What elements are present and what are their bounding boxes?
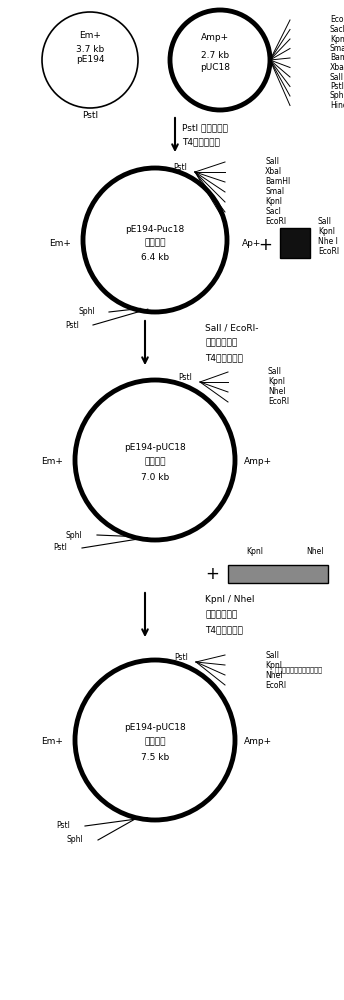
Bar: [280, 228, 310, 258]
Text: PstI: PstI: [56, 822, 70, 830]
Text: XbaI: XbaI: [265, 167, 282, 176]
Text: SphI: SphI: [330, 92, 344, 101]
Text: EcoRI: EcoRI: [318, 247, 339, 256]
Text: SmaI: SmaI: [265, 188, 284, 196]
Text: SacI: SacI: [265, 208, 281, 217]
Bar: [228, 565, 328, 583]
Text: 双酶切，回收: 双酶切，回收: [205, 610, 237, 619]
Text: KpnI: KpnI: [318, 228, 335, 236]
Text: 人溶菌酶与牛乳铁蛋白基因: 人溶菌酶与牛乳铁蛋白基因: [275, 667, 323, 673]
Text: 6.4 kb: 6.4 kb: [141, 253, 169, 262]
Text: KpnI / NheI: KpnI / NheI: [205, 595, 255, 604]
Text: Amp+: Amp+: [201, 33, 229, 42]
Text: PstI 酶切，回收: PstI 酶切，回收: [182, 123, 228, 132]
Text: PstI: PstI: [173, 162, 187, 172]
Text: Nhe I: Nhe I: [318, 237, 338, 246]
Text: KpnI: KpnI: [330, 34, 344, 43]
Text: KpnI: KpnI: [247, 548, 264, 556]
Text: T4连接酶连接: T4连接酶连接: [205, 354, 243, 362]
Text: Em+: Em+: [49, 238, 71, 247]
Text: pE194-pUC18: pE194-pUC18: [124, 724, 186, 732]
Text: 穿梭质粒: 穿梭质粒: [144, 238, 166, 247]
Text: SalI: SalI: [265, 157, 279, 166]
Text: EcoRI: EcoRI: [265, 680, 286, 690]
Text: SalI: SalI: [318, 218, 332, 227]
Text: SphI: SphI: [78, 308, 95, 316]
Text: T4连接酶连接: T4连接酶连接: [205, 626, 243, 635]
Text: KpnI: KpnI: [265, 198, 282, 207]
Text: T4连接酶连接: T4连接酶连接: [182, 137, 220, 146]
Text: SalI: SalI: [265, 650, 279, 660]
Text: PstI: PstI: [65, 320, 79, 330]
Text: Em+: Em+: [79, 30, 101, 39]
Text: BamHI: BamHI: [330, 53, 344, 62]
Text: HindIII: HindIII: [330, 101, 344, 110]
Text: PstI: PstI: [178, 372, 192, 381]
Text: pUC18: pUC18: [200, 64, 230, 73]
Text: SacI: SacI: [330, 25, 344, 34]
Text: 穿梭质粒: 穿梭质粒: [144, 738, 166, 746]
Text: Ap+: Ap+: [242, 238, 262, 247]
Text: SphI: SphI: [65, 530, 82, 540]
Text: NheI: NheI: [265, 670, 282, 680]
Text: Amp+: Amp+: [244, 458, 272, 466]
Text: +: +: [205, 565, 219, 583]
Text: pE194-Puc18: pE194-Puc18: [125, 226, 185, 234]
Text: SalI: SalI: [268, 367, 282, 376]
Text: BamHI: BamHI: [265, 178, 290, 186]
Text: 2.7 kb: 2.7 kb: [201, 50, 229, 60]
Text: 7.5 kb: 7.5 kb: [141, 754, 169, 762]
Text: SphI: SphI: [66, 836, 83, 844]
Text: 穿梭质粒: 穿梭质粒: [144, 458, 166, 466]
Text: Amp+: Amp+: [244, 738, 272, 746]
Text: Em+: Em+: [41, 458, 63, 466]
Text: EcoRI: EcoRI: [268, 397, 289, 406]
Text: PstI: PstI: [82, 110, 98, 119]
Text: SalI: SalI: [330, 73, 344, 82]
Text: 3.7 kb: 3.7 kb: [76, 45, 104, 54]
Text: 7.0 kb: 7.0 kb: [141, 473, 169, 482]
Text: NheI: NheI: [268, 387, 286, 396]
Text: KpnI: KpnI: [268, 377, 285, 386]
Text: SalI / EcoRI-: SalI / EcoRI-: [205, 324, 258, 332]
Text: 双酶切，回收: 双酶切，回收: [205, 338, 237, 348]
Text: NheI: NheI: [306, 548, 324, 556]
Text: EcoRI: EcoRI: [265, 218, 286, 227]
Text: pE194-pUC18: pE194-pUC18: [124, 444, 186, 452]
Text: PstI: PstI: [53, 544, 67, 552]
Text: +: +: [258, 236, 272, 254]
Text: XbaI: XbaI: [330, 63, 344, 72]
Text: SmaI: SmaI: [330, 44, 344, 53]
Text: PstI: PstI: [174, 652, 188, 662]
Text: Em+: Em+: [41, 738, 63, 746]
Text: pE194: pE194: [76, 55, 104, 64]
Text: EcoRI: EcoRI: [330, 15, 344, 24]
Text: PstI: PstI: [330, 82, 344, 91]
Text: KpnI: KpnI: [265, 660, 282, 670]
